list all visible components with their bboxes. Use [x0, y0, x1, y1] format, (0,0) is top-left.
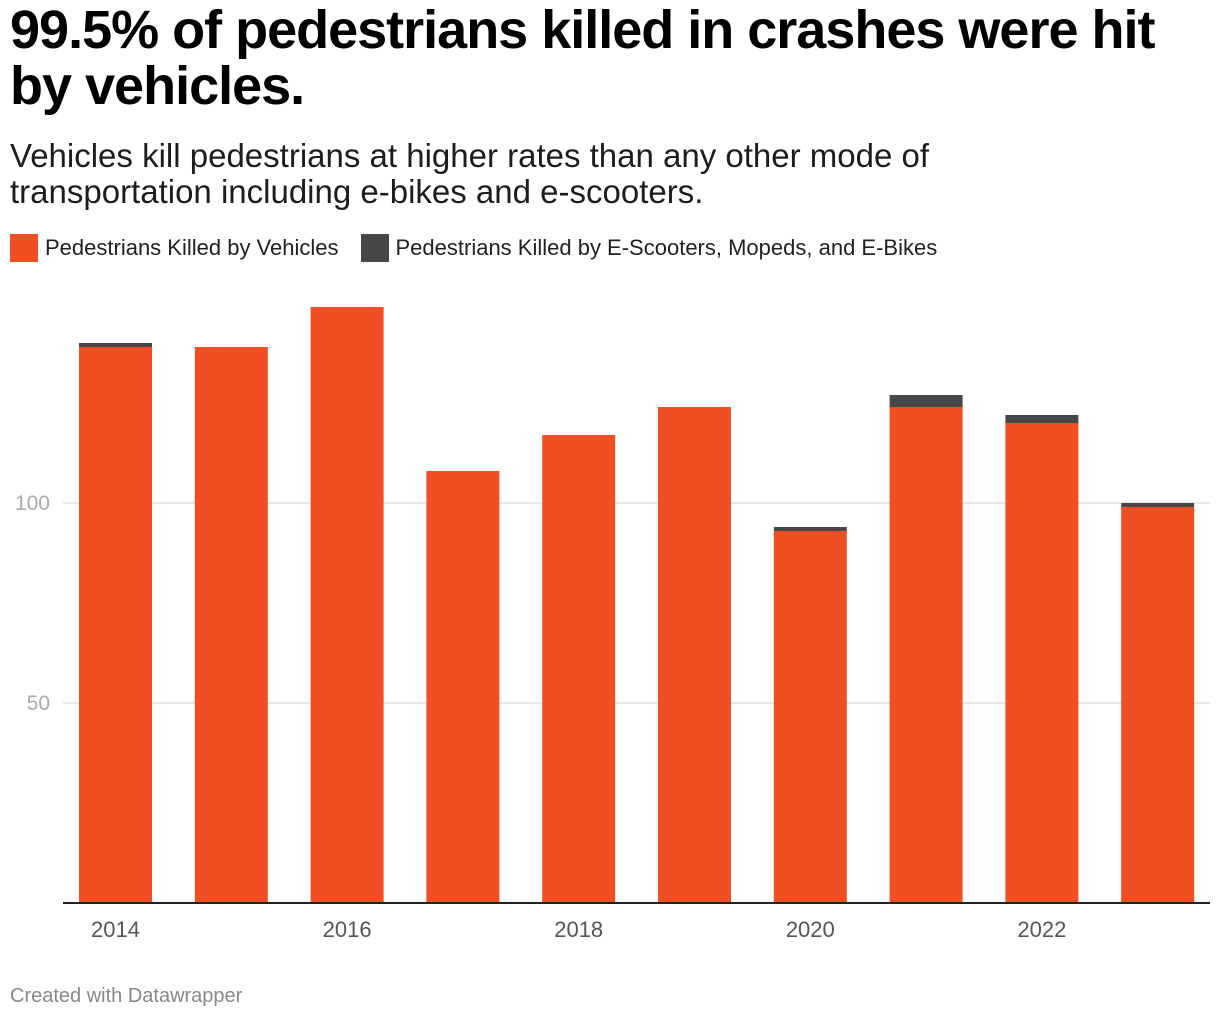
legend-item-micromobility: Pedestrians Killed by E-Scooters, Mopeds…: [360, 234, 938, 262]
legend: Pedestrians Killed by Vehicles Pedestria…: [10, 234, 959, 262]
x-tick-label: 2022: [1017, 917, 1066, 942]
bar-micromobility-2020: [773, 527, 847, 531]
chart-title: 99.5% of pedestrians killed in crashes w…: [10, 0, 1155, 116]
bar-micromobility-2022: [1005, 415, 1079, 423]
y-tick-label: 50: [27, 692, 50, 715]
bar-micromobility-2021: [889, 395, 963, 407]
bar-vehicles-2017: [426, 471, 500, 903]
legend-swatch-micromobility: [360, 234, 389, 262]
bar-vehicles-2016: [310, 307, 384, 903]
legend-label-micromobility: Pedestrians Killed by E-Scooters, Mopeds…: [395, 235, 938, 260]
x-tick-label: 2018: [554, 917, 603, 942]
x-tick-label: 2014: [91, 917, 140, 942]
legend-label-vehicles: Pedestrians Killed by Vehicles: [45, 235, 339, 260]
bar-vehicles-2023: [1121, 507, 1195, 903]
x-tick-label: 2016: [323, 917, 372, 942]
bars: [79, 307, 1195, 903]
x-tick-label: 2020: [786, 917, 835, 942]
legend-swatch-vehicles: [10, 234, 38, 262]
chart-subtitle: Vehicles kill pedestrians at higher rate…: [10, 137, 930, 210]
bar-vehicles-2018: [542, 435, 616, 903]
bar-micromobility-2023: [1121, 503, 1195, 507]
bar-micromobility-2014: [79, 343, 152, 347]
x-axis: 2014 2016 2018 2020 2022: [63, 902, 1210, 942]
bar-vehicles-2019: [658, 407, 731, 903]
y-tick-label: 100: [15, 492, 50, 515]
legend-item-vehicles: Pedestrians Killed by Vehicles: [10, 234, 339, 262]
credit-footer: Created with Datawrapper: [10, 985, 243, 1007]
bar-vehicles-2022: [1005, 423, 1079, 903]
bar-vehicles-2020: [773, 531, 847, 903]
bar-vehicles-2021: [889, 407, 963, 903]
bar-vehicles-2014: [79, 347, 152, 903]
bar-vehicles-2015: [194, 347, 268, 903]
